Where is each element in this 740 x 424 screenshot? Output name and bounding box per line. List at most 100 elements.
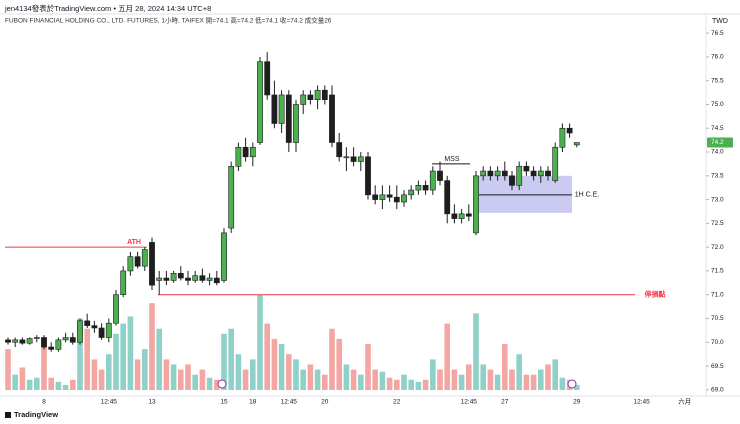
volume-bar bbox=[62, 384, 69, 390]
chart-title: FUBON FINANCIAL HOLDING CO., LTD. FUTURE… bbox=[5, 16, 332, 25]
volume-bar bbox=[235, 354, 242, 390]
volume-bar bbox=[19, 367, 26, 390]
y-tick-label: 75.0 bbox=[711, 101, 724, 108]
volume-bar bbox=[214, 379, 220, 390]
volume-bar bbox=[178, 369, 184, 390]
footer-brand: TradingView bbox=[14, 410, 58, 419]
volume-bar bbox=[379, 371, 386, 390]
y-tick-label: 70.0 bbox=[711, 339, 724, 346]
candle-body bbox=[552, 146, 559, 181]
candle-body bbox=[379, 194, 386, 200]
volume-bar bbox=[106, 354, 112, 390]
candle-body bbox=[156, 277, 163, 281]
volume-bar bbox=[91, 359, 98, 390]
volume-bar bbox=[552, 359, 558, 390]
candle-body bbox=[213, 277, 220, 284]
candle-body bbox=[307, 94, 314, 101]
candle-body bbox=[285, 94, 292, 143]
volume-bar bbox=[264, 323, 270, 390]
annotation-label: 1H C.E. bbox=[575, 192, 600, 199]
volume-bar bbox=[365, 344, 371, 390]
candle-body bbox=[278, 94, 285, 124]
candle-body bbox=[185, 277, 191, 281]
annotation-label: 停損點 bbox=[645, 290, 666, 299]
volume-bar bbox=[480, 364, 486, 390]
candle-body bbox=[170, 273, 177, 281]
candle-body bbox=[559, 127, 566, 148]
x-tick-label: 13 bbox=[148, 399, 156, 406]
candle-body bbox=[314, 89, 321, 101]
candle-body bbox=[329, 94, 335, 143]
volume-bar bbox=[199, 369, 206, 390]
last-price-label: 74.2 bbox=[711, 139, 724, 146]
candle-body bbox=[566, 127, 573, 134]
candle-body bbox=[33, 337, 40, 339]
x-tick-label: 15 bbox=[220, 399, 228, 406]
candle-body bbox=[149, 242, 155, 286]
volume-bar bbox=[545, 364, 551, 390]
candle-body bbox=[163, 277, 170, 281]
candle-body bbox=[422, 185, 429, 191]
volume-bar bbox=[84, 328, 90, 390]
y-tick-label: 69.5 bbox=[711, 363, 724, 370]
candle-body bbox=[458, 213, 465, 219]
volume-bar bbox=[34, 377, 40, 390]
volume-bar bbox=[149, 303, 155, 390]
candle-body bbox=[26, 338, 33, 344]
volume-bar bbox=[41, 344, 47, 390]
volume-bar bbox=[574, 384, 580, 390]
y-tick-label: 76.0 bbox=[711, 54, 724, 61]
candle-body bbox=[573, 142, 580, 146]
candle-body bbox=[257, 61, 263, 143]
volume-bar bbox=[509, 369, 515, 390]
volume-bar bbox=[422, 379, 429, 390]
volume-bar bbox=[394, 379, 400, 390]
volume-bar bbox=[55, 381, 62, 390]
candle-body bbox=[91, 325, 98, 329]
volume-bar bbox=[163, 359, 170, 390]
volume-bar bbox=[350, 369, 357, 390]
candle-body bbox=[105, 322, 112, 338]
candle-body bbox=[357, 156, 364, 162]
candle-body bbox=[5, 339, 11, 343]
volume-bar bbox=[228, 328, 234, 390]
currency: TWD bbox=[712, 18, 728, 25]
volume-bar bbox=[300, 369, 306, 390]
candle-body bbox=[235, 146, 242, 167]
y-tick-label: 69.0 bbox=[711, 387, 724, 394]
volume-bar bbox=[437, 369, 443, 390]
volume-bar bbox=[12, 374, 18, 390]
candle-body bbox=[113, 294, 119, 324]
volume-bar bbox=[538, 369, 544, 390]
candle-body bbox=[487, 170, 494, 177]
candle-body bbox=[408, 189, 415, 196]
x-tick-label: 22 bbox=[393, 399, 401, 406]
last-price-box bbox=[707, 137, 733, 148]
volume-bar bbox=[523, 374, 530, 390]
volume-bar bbox=[170, 364, 177, 390]
candle-body bbox=[12, 339, 19, 343]
candle-body bbox=[84, 320, 91, 326]
volume-bar bbox=[206, 377, 213, 390]
y-tick-label: 76.5 bbox=[711, 30, 724, 37]
volume-bar bbox=[257, 295, 263, 390]
candle-body bbox=[134, 256, 141, 267]
volume-bar bbox=[401, 374, 407, 390]
volume-bar bbox=[120, 323, 126, 390]
candle-body bbox=[372, 194, 379, 200]
candle-body bbox=[271, 94, 278, 124]
volume-bar bbox=[458, 374, 465, 390]
candle-body bbox=[480, 170, 487, 177]
x-tick-label: 六月 bbox=[678, 397, 691, 406]
candle-body bbox=[177, 273, 184, 279]
candle-body bbox=[55, 339, 62, 350]
x-tick-label: 27 bbox=[501, 399, 509, 406]
candle-body bbox=[343, 156, 350, 159]
tv-logo bbox=[5, 412, 11, 418]
header: jen4134發表於TradingView.com • 五月 28, 2024 … bbox=[4, 3, 211, 13]
volume-bar bbox=[293, 359, 299, 390]
volume-bar bbox=[444, 323, 450, 390]
candle-body bbox=[336, 142, 343, 158]
volume-bar bbox=[466, 364, 472, 390]
